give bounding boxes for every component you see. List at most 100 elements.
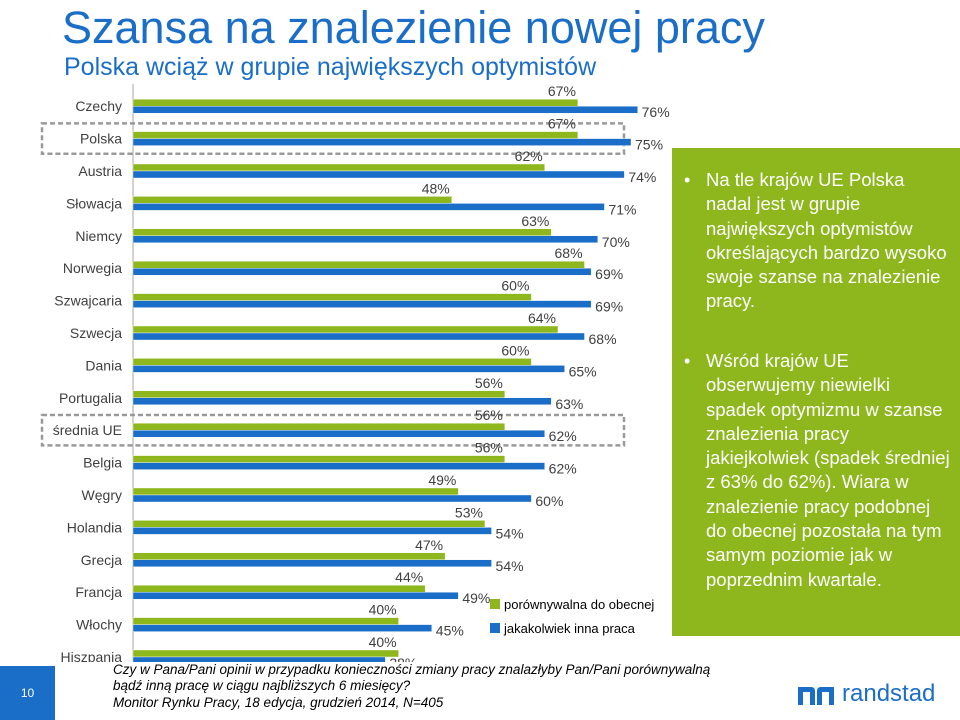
value-label-series1-row-1: 67% bbox=[548, 116, 576, 132]
survey-question: Czy w Pana/Pani opinii w przypadku konie… bbox=[113, 662, 711, 693]
highlight-box-row-1 bbox=[40, 122, 626, 156]
value-label-series1-row-0: 67% bbox=[548, 83, 576, 99]
bar-series1-row-16 bbox=[132, 617, 399, 625]
value-label-series2-row-6: 69% bbox=[595, 299, 623, 315]
bar-series1-row-13 bbox=[132, 520, 486, 528]
category-label-row-2: Austria bbox=[78, 163, 122, 179]
bar-series2-row-14 bbox=[132, 559, 492, 567]
bar-series1-row-0 bbox=[132, 99, 579, 107]
bar-series1-row-7 bbox=[132, 325, 559, 334]
category-label-row-14: Grecja bbox=[81, 552, 122, 568]
value-label-series2-row-9: 63% bbox=[555, 396, 583, 412]
bar-series1-row-8 bbox=[132, 358, 532, 366]
brand-name: randstad bbox=[842, 680, 936, 707]
value-label-series2-row-10: 62% bbox=[549, 428, 577, 444]
page-number: 10 bbox=[0, 666, 55, 720]
value-label-series1-row-5: 68% bbox=[555, 245, 583, 261]
bar-series2-row-3 bbox=[132, 203, 605, 211]
value-label-series1-row-12: 49% bbox=[428, 472, 456, 488]
legend-label-series1: porównywalna do obecnej bbox=[504, 597, 654, 612]
bar-series1-row-17 bbox=[132, 649, 399, 658]
insight-bullet-1: Na tle krajów UE Polska nadal jest w gru… bbox=[684, 168, 952, 314]
category-label-row-11: Belgia bbox=[83, 455, 122, 471]
legend-label-series2: jakakolwiek inna praca bbox=[503, 621, 636, 636]
value-label-series1-row-14: 47% bbox=[415, 537, 443, 553]
bar-series1-row-6 bbox=[132, 293, 532, 301]
bar-series1-row-12 bbox=[132, 487, 459, 496]
bar-series2-row-6 bbox=[132, 300, 592, 308]
bar-series2-row-17 bbox=[132, 656, 386, 662]
value-label-series2-row-0: 76% bbox=[642, 104, 670, 120]
value-label-series2-row-13: 54% bbox=[496, 525, 524, 541]
bar-series2-row-8 bbox=[132, 365, 565, 373]
value-label-series1-row-6: 60% bbox=[501, 278, 529, 294]
category-label-row-0: Czechy bbox=[75, 98, 122, 114]
bar-series1-row-3 bbox=[132, 196, 452, 204]
brand-logo: randstad bbox=[798, 680, 935, 708]
value-label-series2-row-17: 38% bbox=[389, 655, 417, 662]
bar-series2-row-11 bbox=[132, 462, 545, 470]
bar-series1-row-4 bbox=[132, 228, 552, 237]
category-label-row-8: Dania bbox=[85, 357, 122, 373]
bar-series2-row-13 bbox=[132, 527, 492, 535]
value-label-series2-row-8: 65% bbox=[569, 363, 597, 379]
category-label-row-3: Słowacja bbox=[66, 195, 122, 211]
value-label-series1-row-17: 40% bbox=[369, 634, 397, 650]
bar-series1-row-1 bbox=[132, 131, 579, 139]
value-label-series2-row-2: 74% bbox=[628, 169, 656, 185]
bar-series2-row-12 bbox=[132, 494, 532, 503]
category-label-row-7: Szwecja bbox=[70, 325, 122, 341]
category-label-row-4: Niemcy bbox=[75, 228, 122, 244]
category-label-row-6: Szwajcaria bbox=[54, 293, 122, 309]
bar-series1-row-2 bbox=[132, 163, 545, 172]
bar-series1-row-10 bbox=[132, 423, 506, 431]
bar-series1-row-15 bbox=[132, 585, 426, 593]
category-label-row-1: Polska bbox=[80, 131, 122, 147]
bar-series1-row-9 bbox=[132, 390, 506, 398]
category-label-row-16: Włochy bbox=[76, 617, 122, 633]
insight-panel: Na tle krajów UE Polska nadal jest w gru… bbox=[672, 148, 960, 636]
randstad-logo-icon bbox=[798, 687, 834, 705]
value-label-series2-row-1: 75% bbox=[635, 137, 663, 153]
bar-series2-row-4 bbox=[132, 235, 598, 244]
data-source: Monitor Rynku Pracy, 18 edycja, grudzień… bbox=[113, 695, 444, 710]
category-label-row-15: Francja bbox=[75, 584, 122, 600]
bar-series2-row-1 bbox=[132, 138, 632, 146]
value-label-series1-row-3: 48% bbox=[422, 180, 450, 196]
bar-series2-row-15 bbox=[132, 592, 459, 600]
bar-series2-row-16 bbox=[132, 624, 432, 632]
legend-swatch-series1 bbox=[490, 599, 500, 609]
category-label-row-12: Węgry bbox=[82, 487, 122, 503]
bar-series2-row-7 bbox=[132, 332, 585, 341]
value-label-series2-row-16: 45% bbox=[436, 623, 464, 639]
category-label-row-9: Portugalia bbox=[59, 390, 122, 406]
bar-series1-row-14 bbox=[132, 552, 446, 560]
page-title: Szansa na znalezienie nowej pracy bbox=[62, 2, 765, 53]
value-label-series2-row-3: 71% bbox=[608, 201, 636, 217]
page-subtitle: Polska wciąż w grupie największych optym… bbox=[64, 53, 597, 81]
bar-series2-row-9 bbox=[132, 397, 552, 405]
value-label-series1-row-2: 62% bbox=[515, 148, 543, 164]
value-label-series1-row-8: 60% bbox=[501, 342, 529, 358]
value-label-series1-row-11: 56% bbox=[475, 440, 503, 456]
bar-chart: Czechy 67% 76% Polska 67% 75% Austria 62% 74% Sło… bbox=[40, 83, 670, 662]
value-label-series2-row-5: 69% bbox=[595, 266, 623, 282]
value-label-series2-row-4: 70% bbox=[602, 234, 630, 250]
bar-series1-row-11 bbox=[132, 455, 506, 463]
value-label-series2-row-12: 60% bbox=[535, 493, 563, 509]
value-label-series1-row-9: 56% bbox=[475, 375, 503, 391]
bar-series1-row-5 bbox=[132, 260, 585, 269]
value-label-series1-row-4: 63% bbox=[521, 213, 549, 229]
bar-series2-row-2 bbox=[132, 170, 625, 179]
legend-swatch-series2 bbox=[490, 623, 500, 633]
value-label-series2-row-14: 54% bbox=[496, 558, 524, 574]
bar-series2-row-10 bbox=[132, 430, 545, 438]
value-label-series1-row-15: 44% bbox=[395, 569, 423, 585]
bar-series2-row-5 bbox=[132, 267, 592, 276]
highlight-box-row-10 bbox=[40, 413, 626, 447]
value-label-series1-row-7: 64% bbox=[528, 310, 556, 326]
value-label-series1-row-16: 40% bbox=[369, 602, 397, 618]
insight-bullet-2: Wśród krajów UE obserwujemy niewielki sp… bbox=[684, 349, 952, 592]
category-label-row-5: Norwegia bbox=[63, 260, 122, 276]
value-label-series1-row-13: 53% bbox=[455, 504, 483, 520]
